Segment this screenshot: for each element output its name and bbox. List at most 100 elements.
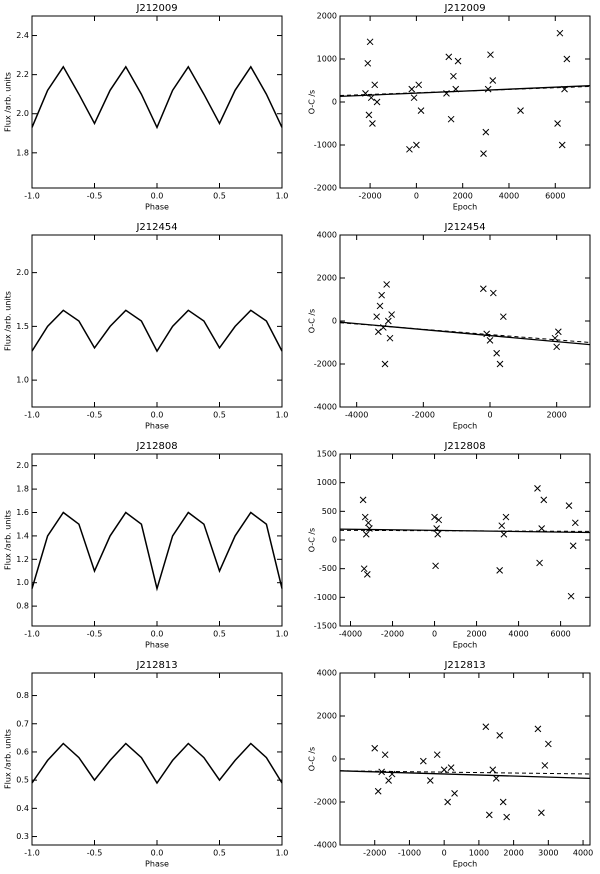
y-tick-label: 2000 xyxy=(317,274,337,283)
oc-point xyxy=(371,81,379,89)
x-tick-label: 4000 xyxy=(508,630,528,639)
oc-point xyxy=(383,281,391,288)
x-tick-label: 0.0 xyxy=(151,849,164,858)
mean-curve xyxy=(31,309,283,353)
oc-point xyxy=(454,57,462,65)
panel-title: J212009 xyxy=(135,3,177,14)
oc-point xyxy=(365,111,373,119)
x-tick-label: 0.0 xyxy=(151,411,164,420)
x-tick-label: -0.5 xyxy=(87,630,103,639)
oc-point xyxy=(502,513,510,521)
x-tick-label: 0.5 xyxy=(213,411,226,420)
oc-point xyxy=(364,59,372,67)
oc-point xyxy=(386,334,394,342)
oc-point xyxy=(385,777,392,784)
x-axis-label: Epoch xyxy=(453,641,478,650)
y-tick-label: 0.7 xyxy=(16,719,29,728)
oc-point xyxy=(503,813,511,821)
y-tick-label: 0.4 xyxy=(16,804,29,813)
x-tick-label: 4000 xyxy=(499,192,519,201)
oc-point xyxy=(369,120,376,127)
x-axis-label: Epoch xyxy=(453,203,478,212)
x-axis-label: Epoch xyxy=(453,860,478,869)
oc-point xyxy=(451,790,458,797)
y-tick-label: 2000 xyxy=(317,12,337,21)
y-tick-label: 4000 xyxy=(317,669,337,678)
oc-point xyxy=(447,764,455,771)
oc-point xyxy=(365,519,372,527)
oc-point xyxy=(492,774,500,782)
y-tick-label: 1.8 xyxy=(16,485,29,494)
oc-point xyxy=(540,496,548,504)
oc-point xyxy=(571,519,579,527)
y-tick-label: -1500 xyxy=(314,622,337,631)
y-tick-label: 1.5 xyxy=(16,322,29,331)
y-tick-label: 2.2 xyxy=(16,70,29,79)
x-axis-label: Phase xyxy=(145,422,169,431)
x-tick-label: 1000 xyxy=(469,849,489,858)
y-tick-label: 0.8 xyxy=(16,691,29,700)
y-tick-label: -2000 xyxy=(314,360,337,369)
panel-title: J212454 xyxy=(443,222,485,233)
oc-point xyxy=(563,55,571,63)
x-tick-label: -0.5 xyxy=(87,192,103,201)
x-tick-label: 0.5 xyxy=(213,192,226,201)
oc-point xyxy=(360,565,368,573)
plot-frame xyxy=(31,15,283,189)
panel-title: J212813 xyxy=(443,660,485,671)
oc-point xyxy=(374,787,382,795)
oc-point xyxy=(556,29,564,37)
y-tick-label: 2.0 xyxy=(16,109,29,118)
x-tick-label: -1.0 xyxy=(24,192,40,201)
fit-line xyxy=(339,321,591,346)
fit-line xyxy=(339,528,591,534)
oc-point xyxy=(567,592,575,600)
oc-point xyxy=(376,302,384,310)
oc-point xyxy=(538,809,545,817)
oc-point xyxy=(447,115,455,123)
oc-point xyxy=(541,762,549,769)
mean-curve xyxy=(31,511,283,592)
x-tick-label: 2000 xyxy=(503,849,523,858)
oc-point xyxy=(489,289,497,297)
x-axis-label: Phase xyxy=(145,641,169,650)
x-tick-label: -2000 xyxy=(358,192,381,201)
oc-point xyxy=(373,98,381,106)
y-axis-label: O-C /s xyxy=(308,90,317,114)
y-tick-label: 1500 xyxy=(317,450,337,459)
oc-point xyxy=(496,360,504,368)
plot-frame xyxy=(339,234,591,408)
mean-curve xyxy=(31,742,283,785)
x-tick-label: -2000 xyxy=(381,630,404,639)
y-tick-label: 2.0 xyxy=(16,461,29,470)
y-axis-label: Flux /arb. units xyxy=(4,510,13,570)
x-tick-label: 1.0 xyxy=(276,849,289,858)
y-axis-label: Flux /arb. units xyxy=(4,729,13,789)
x-tick-label: 0.0 xyxy=(151,192,164,201)
oc-point xyxy=(435,516,443,524)
y-tick-label: -2000 xyxy=(314,798,337,807)
oc-point xyxy=(371,744,379,752)
oc-point xyxy=(485,811,493,819)
plot-frame xyxy=(31,234,283,408)
y-tick-label: 2.4 xyxy=(16,31,29,40)
oc-point xyxy=(482,723,490,731)
oc-point xyxy=(444,798,451,806)
y-tick-label: 1.8 xyxy=(16,148,29,157)
oc-point xyxy=(413,141,420,149)
x-tick-label: 0.0 xyxy=(151,630,164,639)
oc-point xyxy=(388,311,396,318)
y-tick-label: -2000 xyxy=(314,184,337,193)
oc-point xyxy=(499,313,507,321)
oc-point xyxy=(536,559,543,567)
fit-line xyxy=(339,770,591,780)
oc-point xyxy=(534,485,541,492)
oc-point xyxy=(489,766,497,774)
x-axis-label: Epoch xyxy=(453,422,478,431)
oc-point xyxy=(496,731,504,739)
y-tick-label: 1.6 xyxy=(16,508,29,517)
x-tick-label: 0 xyxy=(432,630,437,639)
oc-point xyxy=(484,85,492,93)
x-tick-label: -1.0 xyxy=(24,849,40,858)
x-tick-label: 1.0 xyxy=(276,192,289,201)
